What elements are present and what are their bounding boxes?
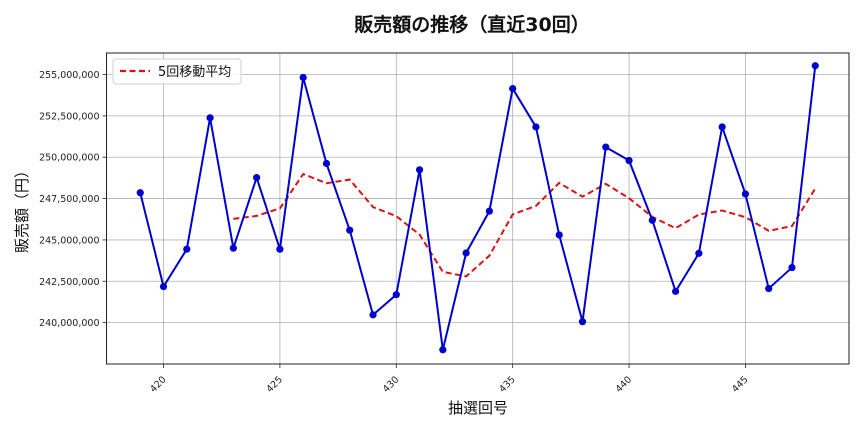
data-point-marker	[322, 159, 331, 168]
x-tick-label: 435	[497, 374, 518, 395]
data-point-marker	[276, 245, 284, 253]
y-tick-label: 245,000,000	[39, 235, 99, 246]
data-point-marker	[578, 318, 587, 326]
data-point-marker	[253, 173, 261, 182]
plot-area-frame	[106, 52, 850, 365]
data-point-marker	[136, 189, 144, 197]
sales-path	[139, 65, 817, 351]
data-point-marker	[788, 263, 796, 272]
legend: 5回移動平均	[112, 58, 242, 85]
data-point-marker	[765, 284, 773, 293]
x-tick-label: 440	[614, 374, 635, 395]
data-point-marker	[299, 73, 307, 82]
grid-lines	[106, 53, 849, 364]
data-point-marker	[602, 143, 610, 151]
legend-label-moving-average: 5回移動平均	[158, 65, 231, 80]
data-point-marker	[695, 249, 703, 257]
data-point-marker	[625, 156, 633, 165]
data-point-marker	[555, 231, 563, 239]
y-tick-label: 250,000,000	[39, 153, 99, 164]
y-tick-label: 252,500,000	[39, 111, 99, 122]
chart-title: 販売額の推移（直近30回）	[354, 13, 589, 36]
y-axis-label: 販売額（円）	[13, 163, 31, 253]
x-tick-label: 420	[148, 374, 169, 395]
y-tick-label: 240,000,000	[39, 318, 99, 329]
data-point-marker	[648, 216, 656, 224]
y-axis-ticks: 240,000,000 242,500,000 245,000,000 247,500…	[39, 70, 107, 329]
data-point-marker	[415, 166, 424, 174]
data-point-marker	[462, 249, 470, 257]
data-point-marker	[718, 123, 726, 131]
legend-box	[112, 58, 242, 85]
data-point-marker	[206, 114, 214, 122]
data-point-marker	[183, 245, 191, 253]
x-axis-ticks: 420 425 430 435 440 445	[148, 364, 751, 395]
data-point-marker	[671, 287, 680, 295]
x-tick-label: 425	[264, 374, 285, 395]
data-point-marker	[159, 282, 168, 291]
data-point-marker	[369, 311, 377, 319]
y-tick-label: 242,500,000	[39, 277, 99, 288]
data-point-marker	[229, 244, 237, 252]
data-point-marker	[346, 226, 354, 234]
data-point-marker	[741, 190, 750, 198]
x-tick-label: 430	[381, 374, 402, 395]
x-axis-label: 抽選回号	[448, 399, 508, 417]
x-tick-label: 445	[730, 374, 751, 395]
data-point-marker	[811, 62, 819, 70]
y-tick-label: 255,000,000	[39, 70, 99, 81]
data-point-marker	[439, 346, 447, 354]
sales-line	[136, 62, 819, 354]
data-point-marker	[532, 123, 540, 131]
data-point-marker	[509, 84, 517, 93]
y-tick-label: 247,500,000	[39, 194, 99, 205]
data-point-marker	[392, 291, 400, 299]
moving-average-line	[233, 172, 817, 278]
moving-average-path	[233, 172, 817, 278]
data-point-marker	[485, 207, 493, 215]
